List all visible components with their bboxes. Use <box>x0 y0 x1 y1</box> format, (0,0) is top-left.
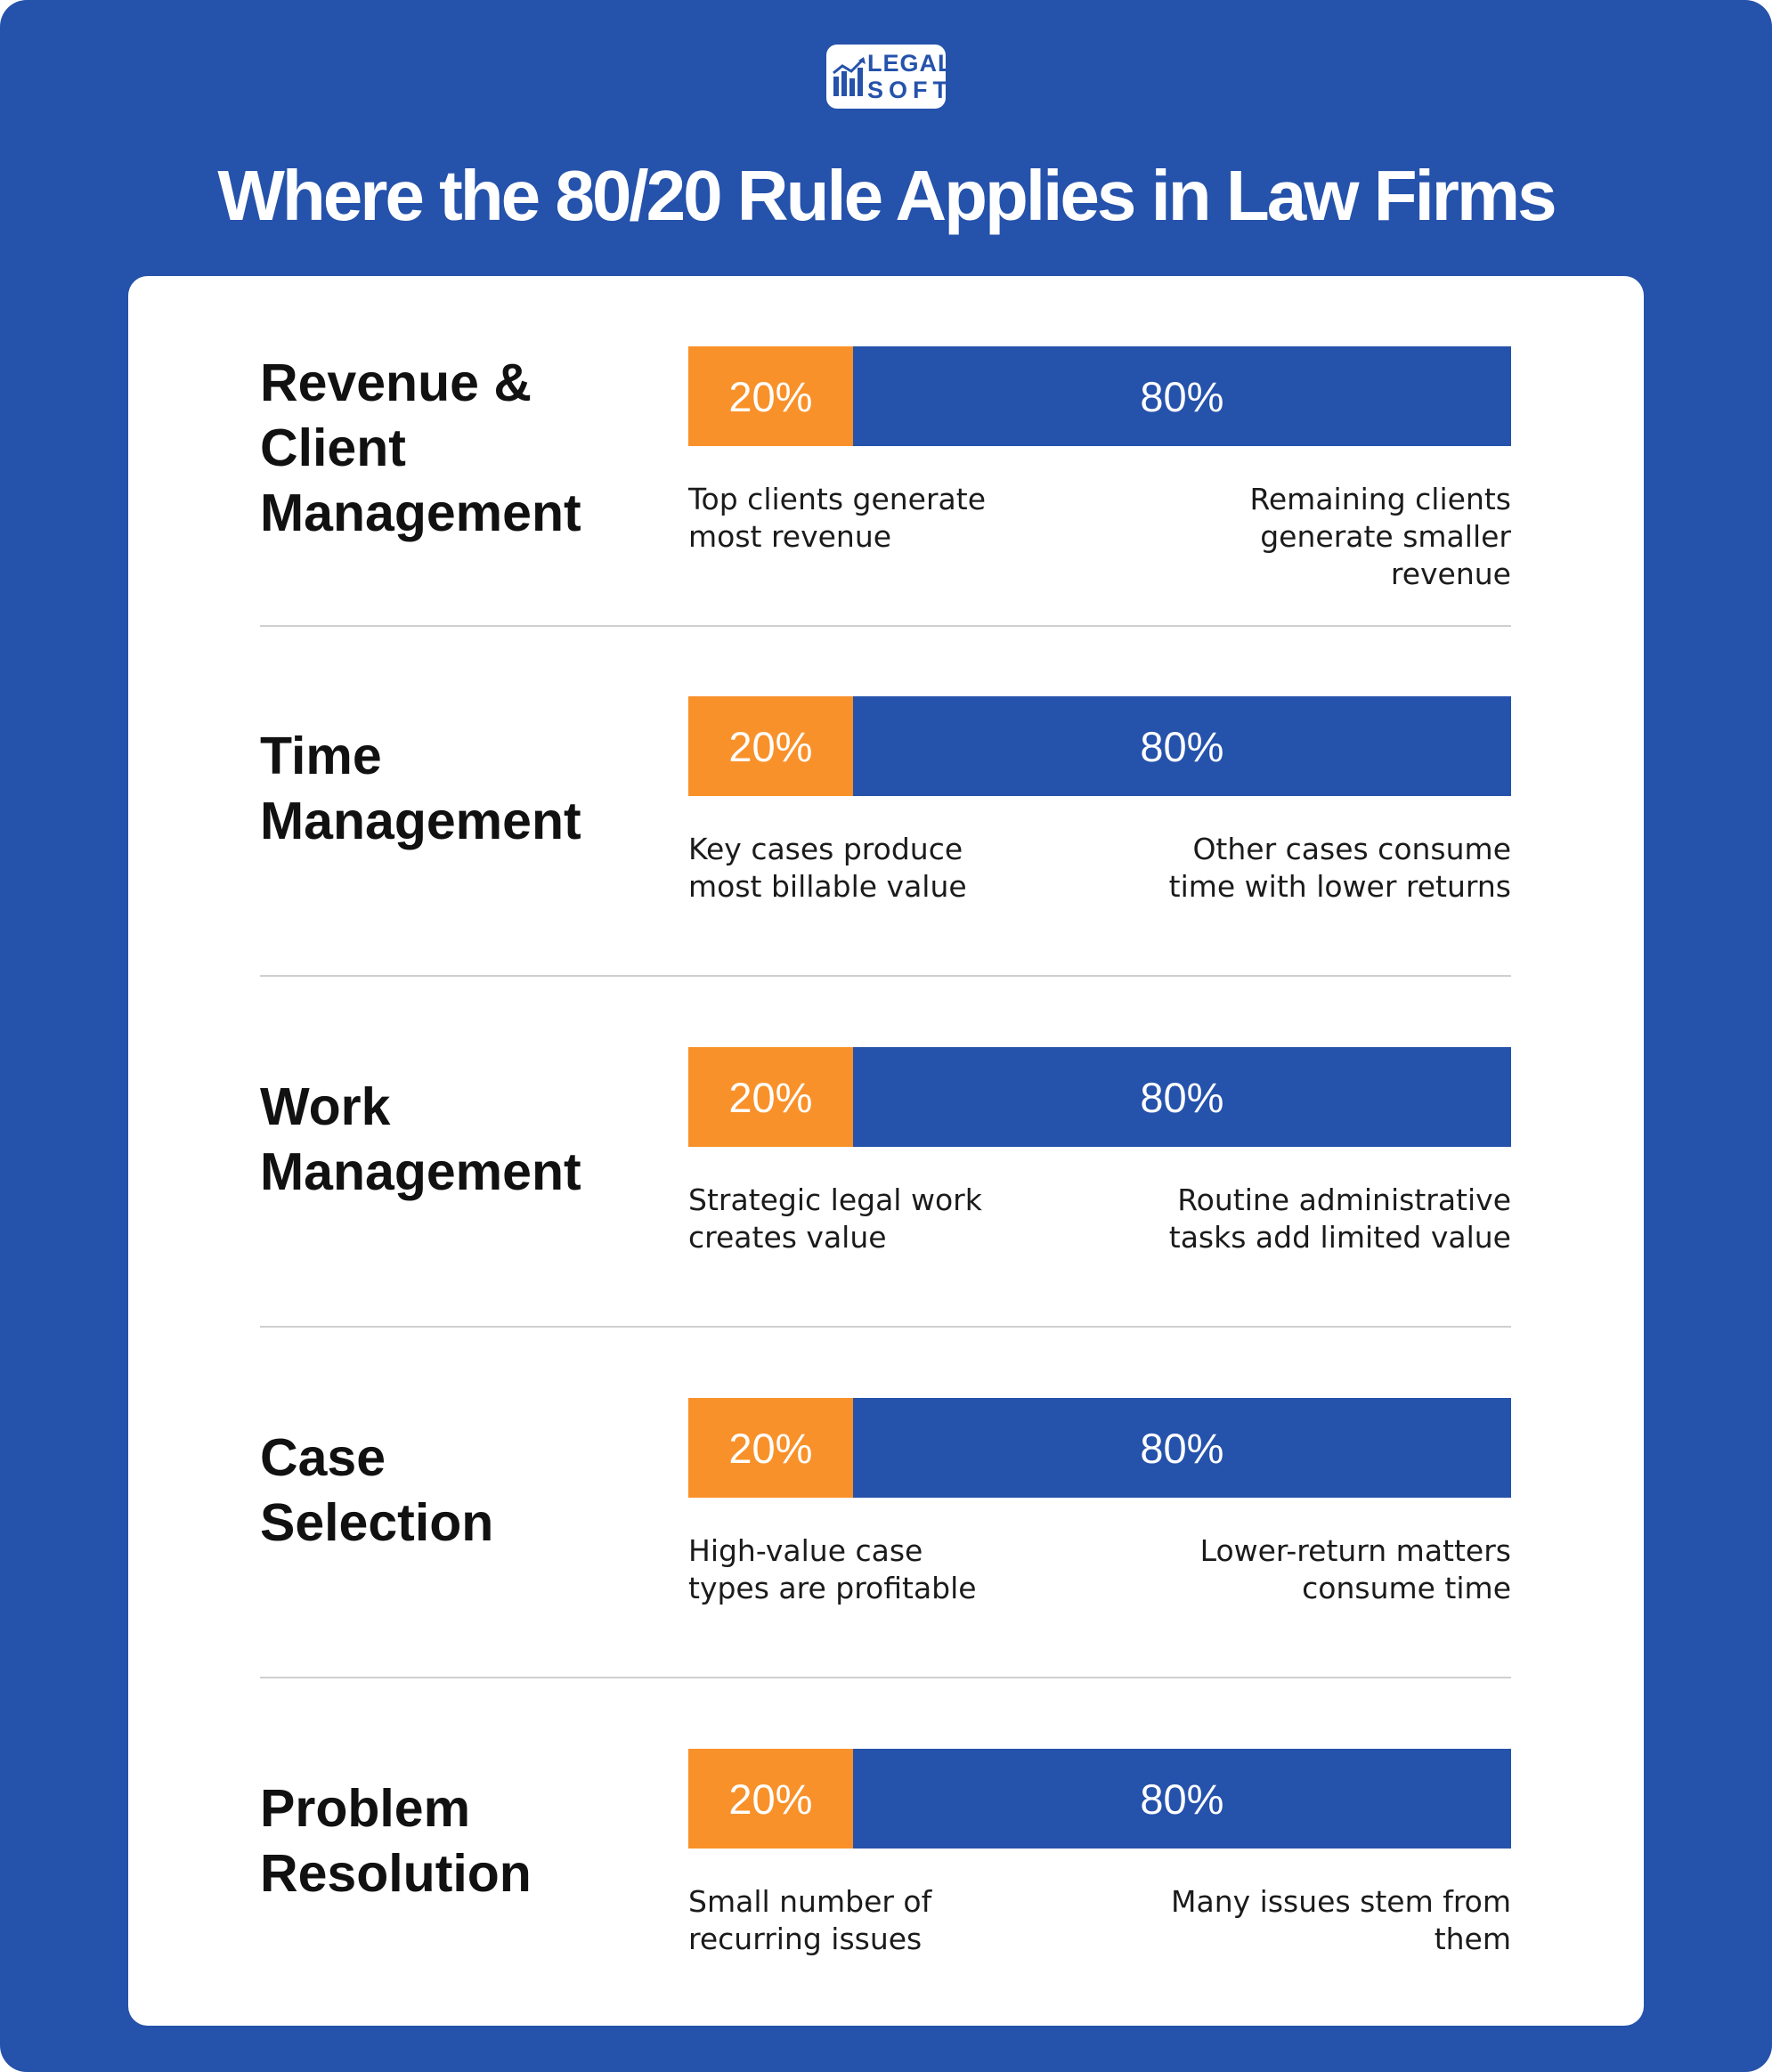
row-title: Case Selection <box>260 1426 643 1556</box>
left-description-line: Strategic legal work <box>688 1182 982 1217</box>
split-bar: 20% 80% <box>688 1398 1511 1498</box>
bar-segment-80: 80% <box>852 1398 1511 1498</box>
left-description-line: creates value <box>688 1220 887 1255</box>
row-title-line: Work <box>260 1077 391 1136</box>
row-title: Time Management <box>260 724 643 854</box>
rule-row: Problem Resolution 20% 80% Small number of re… <box>128 1678 1644 2029</box>
row-title-line: Resolution <box>260 1844 532 1903</box>
row-title-line: Time <box>260 727 382 785</box>
right-description: Other cases consume time with lower retur… <box>1137 831 1511 906</box>
bar-segment-80: 80% <box>852 1749 1511 1849</box>
right-description-line: tasks add limited value <box>1168 1220 1511 1255</box>
left-description-line: types are profitable <box>688 1571 977 1605</box>
right-description: Lower-return matters consume time <box>1137 1532 1511 1607</box>
split-bar: 20% 80% <box>688 1749 1511 1849</box>
right-description-line: Many issues stem from <box>1171 1884 1511 1919</box>
logo-line-2: SOFT <box>867 77 953 103</box>
left-description: High-value case types are profitable <box>688 1532 1062 1607</box>
right-description: Many issues stem from them <box>1137 1883 1511 1958</box>
building-chart-icon <box>833 57 866 96</box>
legalsoft-logo: LEGAL SOFT <box>826 45 953 109</box>
right-description-line: consume time <box>1302 1571 1511 1605</box>
left-description-line: most billable value <box>688 869 967 904</box>
row-title-line: Management <box>260 483 581 542</box>
bar-segment-80: 80% <box>852 346 1511 446</box>
rule-row: Case Selection 20% 80% High-value case types … <box>128 1328 1644 1678</box>
left-description-line: most revenue <box>688 519 892 554</box>
row-title-line: Case <box>260 1428 386 1487</box>
bar-segment-20: 20% <box>688 696 853 796</box>
left-description-line: High-value case <box>688 1533 923 1568</box>
left-description-line: Key cases produce <box>688 832 963 866</box>
split-bar: 20% 80% <box>688 346 1511 446</box>
logo-line-1: LEGAL <box>867 50 954 77</box>
rule-row: Revenue & Client Management 20% 80% Top clien… <box>128 276 1644 627</box>
right-description-line: Other cases consume <box>1192 832 1511 866</box>
row-divider <box>260 1677 1511 1678</box>
row-title: Problem Resolution <box>260 1776 643 1906</box>
split-bar: 20% 80% <box>688 696 1511 796</box>
row-title-line: Problem <box>260 1779 471 1838</box>
row-title: Work Management <box>260 1075 643 1205</box>
rule-row: Work Management 20% 80% Strategic legal work… <box>128 977 1644 1328</box>
rule-row: Time Management 20% 80% Key cases produce mos… <box>128 626 1644 977</box>
left-description-line: Top clients generate <box>688 482 986 516</box>
split-bar: 20% 80% <box>688 1047 1511 1147</box>
row-title-line: Selection <box>260 1493 494 1552</box>
left-description-line: recurring issues <box>688 1922 923 1956</box>
logo-wordmark: LEGAL SOFT <box>867 50 954 103</box>
left-description-line: Small number of <box>688 1884 932 1919</box>
row-divider <box>260 975 1511 977</box>
row-title-line: Management <box>260 792 581 850</box>
row-title-line: Management <box>260 1142 581 1201</box>
bar-segment-20: 20% <box>688 1047 853 1147</box>
bar-segment-20: 20% <box>688 1749 853 1849</box>
right-description-line: Remaining clients <box>1249 482 1511 516</box>
content-card: Revenue & Client Management 20% 80% Top clien… <box>128 276 1644 2026</box>
left-description: Key cases produce most billable value <box>688 831 1062 906</box>
right-description-line: generate smaller revenue <box>1260 519 1511 591</box>
left-description: Strategic legal work creates value <box>688 1182 1062 1256</box>
row-divider <box>260 1326 1511 1328</box>
right-description: Remaining clients generate smaller revenu… <box>1137 481 1511 593</box>
row-title: Revenue & Client Management <box>260 351 643 546</box>
bar-segment-20: 20% <box>688 346 853 446</box>
right-description-line: them <box>1434 1922 1511 1956</box>
right-description: Routine administrative tasks add limited … <box>1137 1182 1511 1256</box>
right-description-line: Lower-return matters <box>1199 1533 1511 1568</box>
right-description-line: Routine administrative <box>1177 1182 1511 1217</box>
left-description: Small number of recurring issues <box>688 1883 1062 1958</box>
row-title-line: Revenue & <box>260 353 532 412</box>
left-description: Top clients generate most revenue <box>688 481 1062 556</box>
bar-segment-80: 80% <box>852 696 1511 796</box>
page-title: Where the 80/20 Rule Applies in Law Firm… <box>217 156 1557 235</box>
bar-segment-20: 20% <box>688 1398 853 1498</box>
row-title-line: Client <box>260 418 406 477</box>
row-divider <box>260 625 1511 627</box>
bar-segment-80: 80% <box>852 1047 1511 1147</box>
right-description-line: time with lower returns <box>1168 869 1511 904</box>
